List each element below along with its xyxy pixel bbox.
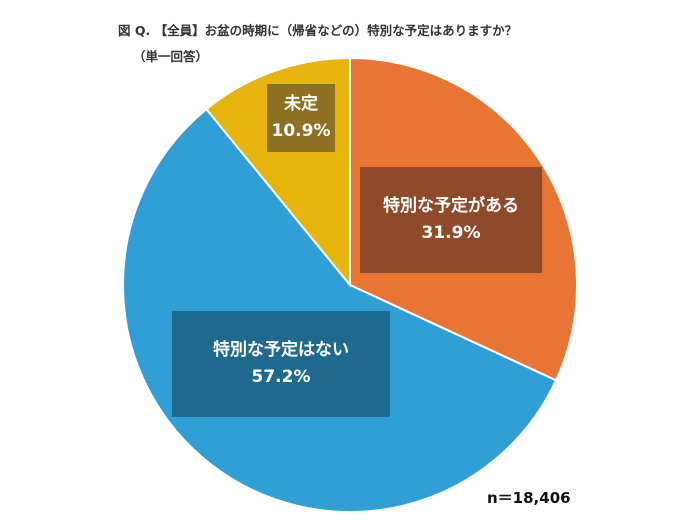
chart-subtitle: （単一回答） (133, 49, 209, 64)
slice-label-undecided: 未定 (284, 93, 318, 114)
slice-value-yes: 31.9% (421, 223, 481, 243)
chart-title: 図 Q. 【全員】お盆の時期に（帰省などの）特別な予定はありますか？ (118, 23, 518, 38)
slice-label-no: 特別な予定はない (213, 339, 349, 360)
sample-size-note: n＝18,406 (487, 489, 571, 507)
slice-label-yes: 特別な予定がある (383, 195, 519, 216)
slice-value-undecided: 10.9% (271, 121, 331, 141)
slice-value-no: 57.2% (251, 367, 311, 387)
slice-label-box-no: 特別な予定はない 57.2% (172, 311, 390, 417)
slice-label-box-undecided: 未定 10.9% (267, 84, 335, 152)
slice-label-box-yes: 特別な予定がある 31.9% (360, 167, 542, 273)
